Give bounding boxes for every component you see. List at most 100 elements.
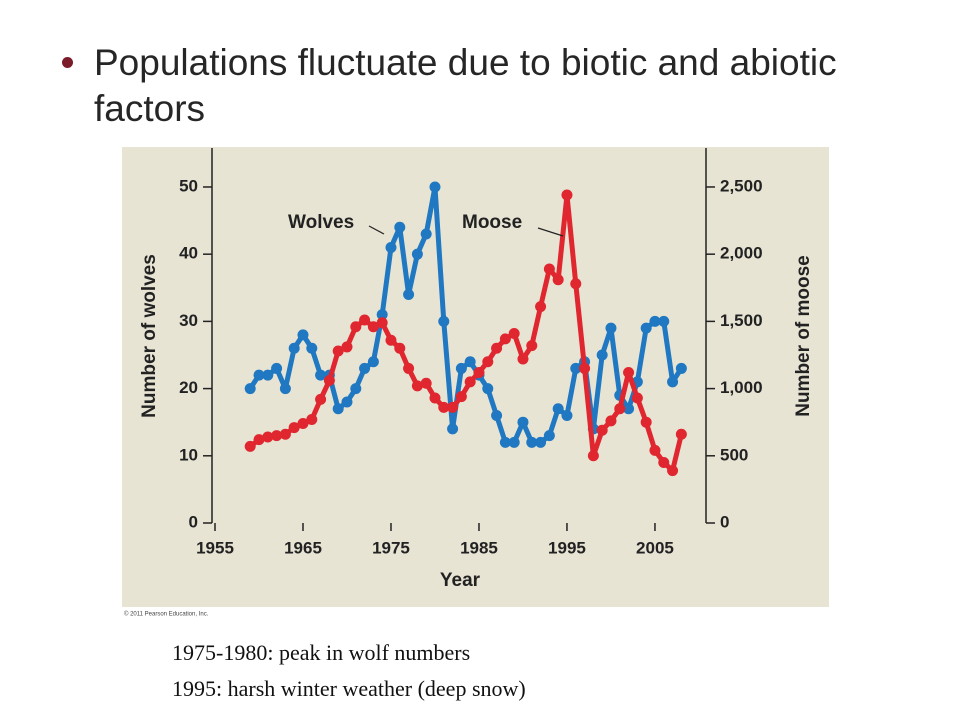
note: 1975-1980: peak in wolf numbers <box>172 640 471 665</box>
data-point <box>297 418 309 430</box>
note: 1995: harsh winter weather (deep snow) <box>172 676 526 701</box>
data-point <box>464 356 476 368</box>
data-point <box>429 392 441 404</box>
data-point <box>535 436 547 448</box>
data-point <box>508 327 520 339</box>
data-point <box>403 289 415 301</box>
data-point <box>640 322 652 334</box>
data-point <box>649 444 661 456</box>
y-tick-label: 30 <box>179 311 198 330</box>
data-point <box>526 436 538 448</box>
data-point <box>420 377 432 389</box>
data-point <box>341 396 353 408</box>
y2-tick-label: 1,000 <box>720 378 763 397</box>
data-point <box>385 241 397 253</box>
data-point <box>306 414 318 426</box>
data-point <box>491 342 503 354</box>
data-point <box>491 409 503 421</box>
data-point <box>359 314 371 326</box>
data-point <box>675 362 687 374</box>
data-point <box>482 356 494 368</box>
leader <box>368 225 385 235</box>
data-point <box>508 436 520 448</box>
data-point <box>667 376 679 388</box>
data-point <box>464 376 476 388</box>
data-point <box>376 309 388 321</box>
data-point <box>675 428 687 440</box>
data-point <box>262 369 274 381</box>
data-point <box>288 342 300 354</box>
data-point <box>543 263 555 275</box>
x-tick-label: 1985 <box>460 538 498 557</box>
data-point <box>455 391 467 403</box>
data-point <box>271 430 283 442</box>
data-point <box>561 189 573 201</box>
series-label: Moose <box>462 212 522 233</box>
data-point <box>658 457 670 469</box>
data-point <box>350 321 362 333</box>
data-point <box>667 465 679 477</box>
data-point <box>253 369 265 381</box>
data-point <box>341 341 353 353</box>
data-point <box>623 366 635 378</box>
data-point <box>376 317 388 329</box>
data-point <box>543 430 555 442</box>
data-point <box>367 321 379 333</box>
series-label: Wolves <box>288 212 354 233</box>
data-point <box>499 436 511 448</box>
data-point <box>473 366 485 378</box>
y-tick-label: 50 <box>179 176 198 195</box>
data-point <box>658 315 670 327</box>
x-tick-label: 1995 <box>548 538 586 557</box>
y2-tick-label: 2,000 <box>720 244 763 263</box>
data-point <box>623 403 635 415</box>
data-point <box>596 349 608 361</box>
data-point <box>429 181 441 193</box>
data-point <box>271 362 283 374</box>
data-point <box>411 380 423 392</box>
data-point <box>403 362 415 374</box>
data-point <box>631 392 643 404</box>
x-tick-label: 1975 <box>372 538 410 557</box>
data-point <box>332 403 344 415</box>
y2-axis-title: Number of moose <box>793 255 814 417</box>
data-point <box>279 428 291 440</box>
data-point <box>552 403 564 415</box>
data-point <box>587 450 599 462</box>
data-point <box>649 315 661 327</box>
data-point <box>552 274 564 286</box>
data-point <box>561 409 573 421</box>
data-point <box>614 403 626 415</box>
data-point <box>323 375 335 387</box>
data-point <box>315 393 327 405</box>
data-point <box>570 362 582 374</box>
data-point <box>315 369 327 381</box>
data-point <box>367 356 379 368</box>
bullet-text: Populations fluctuate due to biotic and … <box>94 42 837 129</box>
y2-tick-label: 0 <box>720 512 729 531</box>
y2-tick-label: 1,500 <box>720 311 763 330</box>
data-point <box>253 434 265 446</box>
leader <box>537 227 564 237</box>
data-point <box>288 422 300 434</box>
x-tick-label: 2005 <box>636 538 674 557</box>
data-point <box>447 401 459 413</box>
data-point <box>526 340 538 352</box>
x-axis-title: Year <box>440 570 481 591</box>
data-point <box>262 431 274 443</box>
y-tick-label: 10 <box>179 445 198 464</box>
data-point <box>306 342 318 354</box>
data-point <box>350 383 362 395</box>
data-point <box>517 353 529 365</box>
data-point <box>455 362 467 374</box>
y-tick-label: 20 <box>179 378 198 397</box>
data-point <box>499 333 511 345</box>
data-point <box>579 362 591 374</box>
y2-tick-label: 500 <box>720 445 748 464</box>
data-point <box>438 401 450 413</box>
data-point <box>420 228 432 240</box>
bullet-dot <box>62 57 73 68</box>
data-point <box>332 345 344 357</box>
